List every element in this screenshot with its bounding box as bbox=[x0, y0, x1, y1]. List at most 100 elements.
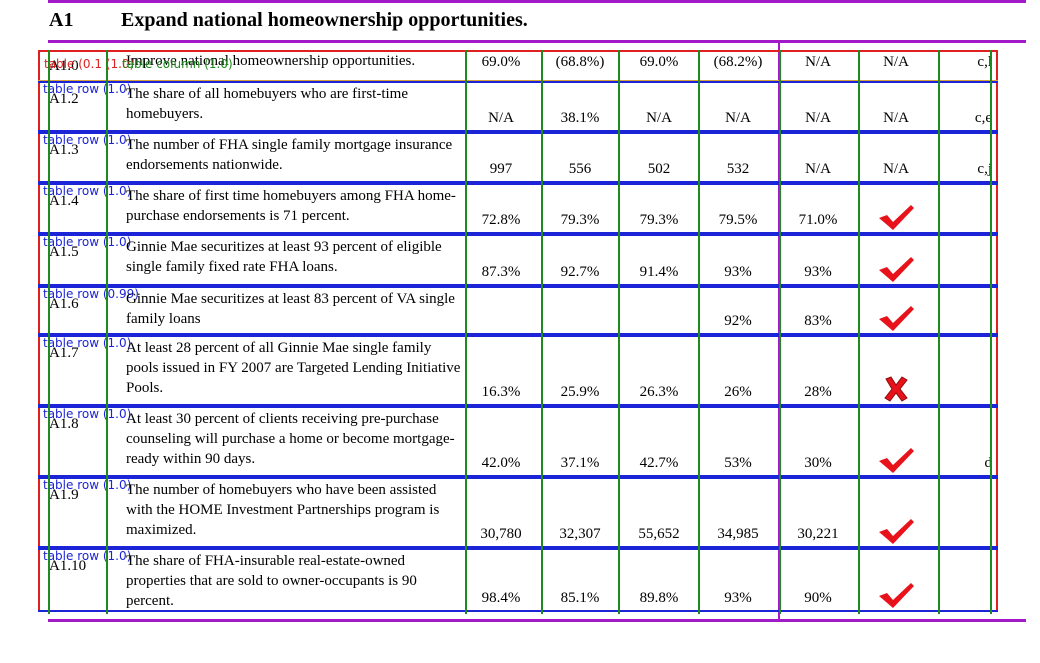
value-cell: 25.9% bbox=[560, 384, 600, 400]
value-cell: 556 bbox=[568, 161, 592, 177]
value-cell: 42.7% bbox=[639, 455, 679, 471]
measure-description: At least 28 percent of all Ginnie Mae si… bbox=[126, 340, 461, 396]
checkmark-icon bbox=[876, 580, 916, 610]
status-cell: N/A bbox=[883, 110, 909, 126]
value-cell: 79.3% bbox=[560, 212, 600, 228]
section-title: Expand national homeownership opportunit… bbox=[121, 9, 528, 31]
table-row: table row (1.0) A1.5 Ginnie Mae securitize… bbox=[38, 234, 998, 286]
row-detection-tag: table row (0.99) bbox=[43, 287, 139, 301]
row-detection-tag: table row (1.0) bbox=[43, 549, 132, 563]
table-row: table row (0.99) A1.6 Ginnie Mae securitiz… bbox=[38, 286, 998, 335]
value-cell: 42.0% bbox=[481, 455, 521, 471]
column-divider bbox=[779, 50, 781, 614]
value-cell: 34,985 bbox=[717, 526, 759, 542]
measure-id: A1.5 bbox=[49, 244, 79, 260]
column-divider bbox=[618, 50, 620, 614]
table-row: table row (1.0) A1.8 At least 30 percent o… bbox=[38, 406, 998, 477]
column-divider bbox=[990, 50, 992, 614]
row-detection-tag: table row (1.0) bbox=[43, 184, 132, 198]
value-cell: 53% bbox=[724, 455, 752, 471]
table-row: table row (1.0) A1.10 The share of FHA-ins… bbox=[38, 548, 998, 612]
table-row: table row (1.0) A1.2 The share of all home… bbox=[38, 81, 998, 132]
status-cell: N/A bbox=[883, 54, 909, 70]
value-cell: 55,652 bbox=[638, 526, 680, 542]
value-cell: N/A bbox=[725, 110, 751, 126]
value-cell: 92.7% bbox=[560, 264, 600, 280]
column-divider bbox=[48, 50, 50, 614]
row-detection-tag: table row (1.0) bbox=[43, 478, 132, 492]
value-cell: 85.1% bbox=[560, 590, 600, 606]
row-detection-tag: table row (1.0) bbox=[43, 336, 132, 350]
value-cell: 83% bbox=[804, 313, 832, 329]
section-id: A1 bbox=[49, 9, 74, 31]
value-cell: 79.5% bbox=[718, 212, 758, 228]
footnote-cell: c,j bbox=[977, 161, 992, 177]
column-detection-tag: table column (1.0) bbox=[122, 57, 233, 71]
column-divider bbox=[106, 50, 108, 614]
measure-id: A1.4 bbox=[49, 193, 79, 209]
row-detection-tag: table row (1.0) bbox=[43, 133, 132, 147]
value-cell: 532 bbox=[726, 161, 750, 177]
measure-description: The number of FHA single family mortgage… bbox=[126, 137, 453, 173]
value-cell: 69.0% bbox=[481, 54, 521, 70]
value-cell: 26% bbox=[724, 384, 752, 400]
value-cell: N/A bbox=[805, 110, 831, 126]
value-cell: 89.8% bbox=[639, 590, 679, 606]
measure-description: The share of FHA-insurable real-estate-o… bbox=[126, 553, 417, 609]
value-cell: 72.8% bbox=[481, 212, 521, 228]
value-cell: 38.1% bbox=[560, 110, 600, 126]
measure-id: A1.10 bbox=[49, 558, 87, 574]
measure-id: A1.8 bbox=[49, 416, 79, 432]
bottom-rule bbox=[48, 619, 1026, 622]
value-cell: 98.4% bbox=[481, 590, 521, 606]
value-cell: N/A bbox=[488, 110, 514, 126]
table-row: table row (1.0) A1.9 The number of homebuy… bbox=[38, 477, 998, 548]
value-cell: 91.4% bbox=[639, 264, 679, 280]
value-cell: 26.3% bbox=[639, 384, 679, 400]
value-cell: 30,780 bbox=[480, 526, 522, 542]
row-detection-tag: table row (1.0) bbox=[43, 235, 132, 249]
measure-id: A1.7 bbox=[49, 345, 79, 361]
value-cell: 997 bbox=[489, 161, 513, 177]
table-row: table row (1.0) A1.4 The share of first ti… bbox=[38, 183, 998, 234]
measure-description: At least 30 percent of clients receiving… bbox=[126, 411, 455, 467]
value-cell: N/A bbox=[805, 161, 831, 177]
value-cell: 28% bbox=[804, 384, 832, 400]
value-cell: 93% bbox=[724, 264, 752, 280]
table-row: table row (1.0) A1.3 The number of FHA sin… bbox=[38, 132, 998, 183]
measure-id: A1.3 bbox=[49, 142, 79, 158]
header-rule bbox=[48, 40, 1026, 43]
cross-icon bbox=[876, 374, 916, 404]
measure-description: The share of all homebuyers who are firs… bbox=[126, 86, 408, 122]
measure-id: A1.0 bbox=[49, 58, 79, 74]
value-cell: 87.3% bbox=[481, 264, 521, 280]
value-cell: 502 bbox=[647, 161, 671, 177]
checkmark-icon bbox=[876, 516, 916, 546]
column-divider bbox=[541, 50, 543, 614]
row-detection-tag: table row (1.0) bbox=[43, 407, 132, 421]
measure-description: The number of homebuyers who have been a… bbox=[126, 482, 440, 538]
value-cell: (68.8%) bbox=[555, 54, 605, 70]
value-cell: 30% bbox=[804, 455, 832, 471]
value-cell: 32,307 bbox=[559, 526, 601, 542]
measure-description: The share of first time homebuyers among… bbox=[126, 188, 456, 224]
measure-description: Improve national homeownership opportuni… bbox=[126, 53, 416, 69]
checkmark-icon bbox=[876, 254, 916, 284]
value-cell: 79.3% bbox=[639, 212, 679, 228]
value-cell: N/A bbox=[646, 110, 672, 126]
measure-description: Ginnie Mae securitizes at least 93 perce… bbox=[126, 239, 442, 275]
measure-id: A1.9 bbox=[49, 487, 79, 503]
value-cell: 90% bbox=[804, 590, 832, 606]
value-cell: (68.2%) bbox=[713, 54, 763, 70]
checkmark-icon bbox=[876, 445, 916, 475]
value-cell: 30,221 bbox=[797, 526, 839, 542]
column-divider bbox=[858, 50, 860, 614]
checkmark-icon bbox=[876, 303, 916, 333]
footnote-cell: c,e bbox=[974, 110, 992, 126]
row-detection-tag: table row (1.0) bbox=[43, 82, 132, 96]
value-cell: 93% bbox=[804, 264, 832, 280]
checkmark-icon bbox=[876, 202, 916, 232]
column-divider bbox=[938, 50, 940, 614]
value-cell: N/A bbox=[805, 54, 831, 70]
status-cell: N/A bbox=[883, 161, 909, 177]
